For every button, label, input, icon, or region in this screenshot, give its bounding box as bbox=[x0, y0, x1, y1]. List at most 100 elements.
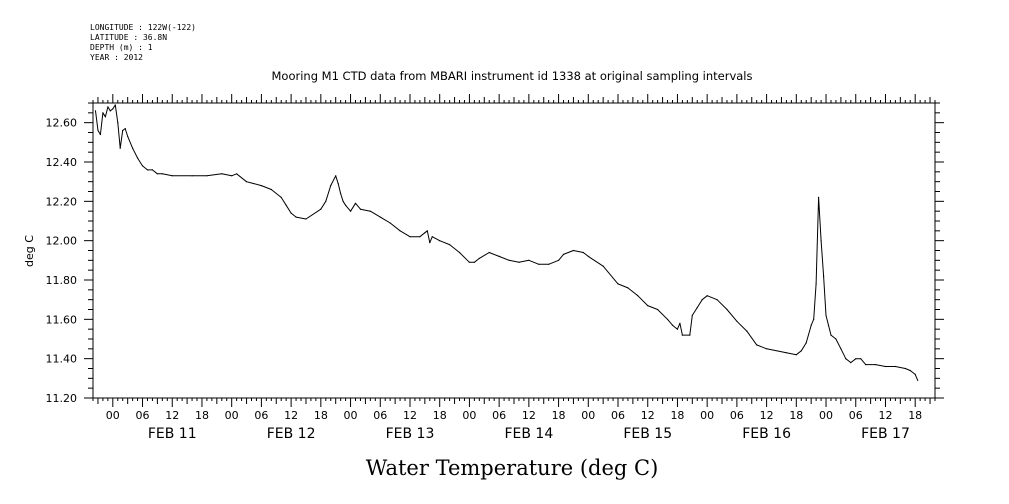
data-point bbox=[221, 173, 223, 175]
data-point bbox=[766, 348, 768, 350]
data-point bbox=[627, 287, 629, 289]
x-tick-label: 06 bbox=[492, 409, 506, 422]
data-point bbox=[119, 147, 121, 149]
data-point bbox=[468, 261, 470, 263]
data-point bbox=[117, 122, 119, 124]
data-point bbox=[845, 358, 847, 360]
x-tick-label: 12 bbox=[878, 409, 892, 422]
data-point bbox=[431, 236, 433, 238]
x-tick-label: 00 bbox=[462, 409, 476, 422]
data-point bbox=[860, 358, 862, 360]
data-point bbox=[558, 259, 560, 261]
data-point bbox=[855, 358, 857, 360]
y-axis-label: deg C bbox=[23, 235, 36, 267]
data-point bbox=[909, 369, 911, 372]
data-point bbox=[151, 169, 153, 171]
x-tick-label: 12 bbox=[522, 409, 536, 422]
data-point bbox=[290, 212, 292, 214]
data-point bbox=[818, 196, 820, 198]
data-point bbox=[820, 240, 822, 242]
x-tick-label: 18 bbox=[670, 409, 684, 422]
data-point bbox=[498, 255, 500, 257]
data-point bbox=[823, 275, 825, 277]
data-point bbox=[478, 257, 480, 259]
data-point bbox=[875, 364, 877, 366]
y-tick-label: 12.00 bbox=[46, 235, 78, 248]
x-tick-label: 12 bbox=[760, 409, 774, 422]
data-point bbox=[335, 175, 337, 177]
data-point bbox=[701, 299, 703, 301]
data-point bbox=[97, 129, 99, 132]
x-tick-label: 00 bbox=[700, 409, 714, 422]
data-point bbox=[270, 188, 272, 191]
x-tick-label: 18 bbox=[552, 409, 566, 422]
data-point bbox=[825, 314, 827, 316]
series-line bbox=[95, 104, 919, 381]
data-point bbox=[518, 261, 520, 263]
data-point bbox=[587, 255, 589, 257]
y-tick-label: 12.40 bbox=[46, 156, 78, 169]
x-tick-label: 12 bbox=[165, 409, 179, 422]
x-tick-label: 12 bbox=[403, 409, 417, 422]
data-point bbox=[617, 283, 619, 285]
data-point bbox=[325, 200, 327, 202]
data-point bbox=[671, 324, 674, 326]
data-point bbox=[691, 314, 693, 316]
data-point bbox=[914, 373, 916, 375]
data-point bbox=[141, 165, 144, 167]
y-tick-label: 11.80 bbox=[46, 274, 78, 287]
data-point bbox=[102, 112, 104, 114]
y-tick-label: 12.60 bbox=[46, 117, 78, 130]
data-point bbox=[904, 367, 906, 370]
x-tick-label: 06 bbox=[373, 409, 387, 422]
data-point bbox=[389, 222, 391, 224]
data-point bbox=[795, 354, 797, 356]
data-point bbox=[756, 344, 758, 346]
x-day-label: FEB 15 bbox=[623, 426, 672, 442]
y-axis: 11.20 11.40 11.60 11.80 12.00 12.20 12.40 12.60 bbox=[46, 102, 944, 405]
x-day-label: FEB 11 bbox=[148, 426, 197, 442]
x-axis-label: Water Temperature (deg C) bbox=[366, 456, 659, 480]
data-point bbox=[840, 348, 842, 350]
data-point bbox=[260, 185, 262, 187]
data-point bbox=[805, 342, 807, 344]
data-point bbox=[424, 232, 426, 234]
data-point bbox=[637, 295, 639, 297]
data-point bbox=[399, 230, 401, 232]
data-point bbox=[689, 334, 691, 336]
year-label: YEAR : 2012 bbox=[90, 53, 143, 62]
longitude-label: LONGITUDE : 122W(-122) bbox=[90, 23, 196, 32]
data-point bbox=[419, 236, 421, 238]
x-tick-label: 18 bbox=[789, 409, 803, 422]
data-point bbox=[337, 183, 339, 185]
x-tick-label: 18 bbox=[314, 409, 328, 422]
data-point bbox=[146, 169, 149, 171]
data-point bbox=[716, 299, 718, 301]
x-axis: 00 06 12 18 00 06 12 18 00 06 12 18 00 06 12 18 00 06 12 18… bbox=[92, 94, 936, 442]
data-point bbox=[231, 175, 233, 177]
chart-title: Mooring M1 CTD data from MBARI instrumen… bbox=[272, 69, 753, 83]
data-point bbox=[488, 251, 490, 254]
data-point bbox=[865, 364, 867, 366]
data-point bbox=[830, 334, 832, 336]
data-point bbox=[810, 324, 812, 326]
data-point bbox=[94, 110, 97, 112]
data-point bbox=[458, 251, 461, 254]
data-point bbox=[548, 263, 550, 265]
x-tick-label: 00 bbox=[581, 409, 595, 422]
data-point bbox=[305, 218, 307, 220]
data-point bbox=[746, 330, 748, 332]
data-point bbox=[104, 116, 106, 118]
data-point bbox=[538, 263, 540, 265]
data-point bbox=[112, 108, 114, 110]
data-point bbox=[679, 322, 681, 324]
data-point bbox=[508, 259, 510, 261]
data-point bbox=[191, 175, 193, 177]
x-tick-label: 06 bbox=[254, 409, 268, 422]
x-tick-label: 06 bbox=[849, 409, 863, 422]
data-point bbox=[409, 236, 411, 238]
data-point bbox=[602, 265, 604, 267]
data-point bbox=[137, 157, 139, 159]
data-point bbox=[171, 175, 173, 177]
